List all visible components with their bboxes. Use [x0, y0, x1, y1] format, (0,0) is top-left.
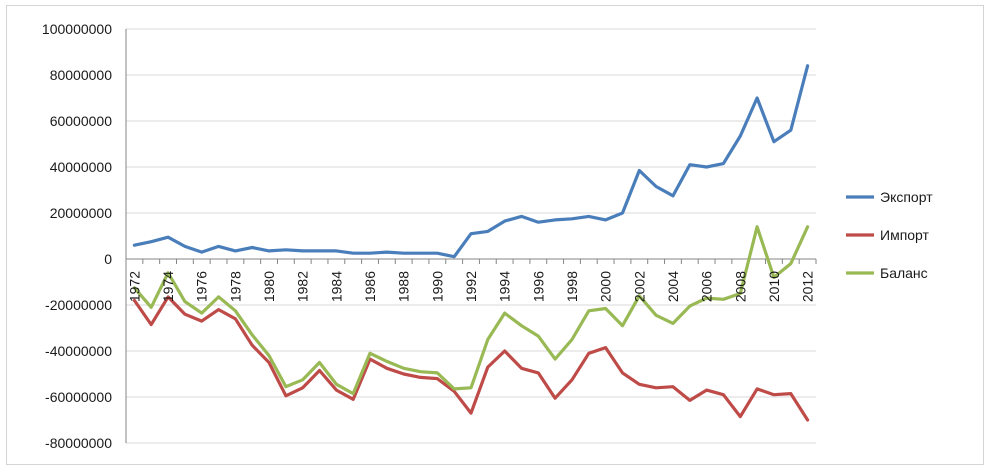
chart-frame	[6, 5, 984, 465]
x-tick-label: 2000	[598, 271, 614, 302]
x-tick-label: 2010	[766, 271, 782, 302]
x-tick-label: 2004	[665, 271, 681, 302]
y-tick-label: -80000000	[45, 435, 112, 451]
x-tick-label: 1992	[463, 271, 479, 302]
series-line-2	[132, 295, 810, 422]
y-tick-label: -60000000	[45, 389, 112, 405]
x-tick-label: 1986	[362, 271, 378, 302]
x-tick-label: 1976	[194, 271, 210, 302]
series-line-1	[132, 64, 810, 259]
axes	[125, 29, 817, 443]
x-tick-label: 1978	[227, 271, 243, 302]
y-tick-label: -20000000	[45, 297, 112, 313]
x-tick-label: 1982	[295, 271, 311, 302]
y-tick-label: 20000000	[50, 205, 113, 221]
series-lines	[132, 64, 810, 422]
x-tick-label: 1988	[396, 271, 412, 302]
x-tick-label: 1990	[429, 271, 445, 302]
legend-label: Экспорт	[880, 189, 933, 205]
x-tick-label: 2012	[800, 271, 816, 302]
x-tick-label: 1994	[497, 271, 513, 302]
x-tick-label: 1984	[328, 271, 344, 302]
x-tick-label: 1972	[126, 271, 142, 302]
x-tick-label: 1996	[530, 271, 546, 302]
y-tick-label: 60000000	[50, 113, 113, 129]
legend-label: Импорт	[880, 227, 930, 243]
legend-label: Баланс	[880, 265, 928, 281]
y-tick-label: 100000000	[42, 21, 112, 37]
y-tick-label: 40000000	[50, 159, 113, 175]
x-tick-label: 1998	[564, 271, 580, 302]
x-tick-label: 1974	[160, 271, 176, 302]
x-tick-label: 2008	[732, 271, 748, 302]
y-axis-tick-labels: 100000000 80000000 60000000 40000000 2000000…	[42, 21, 112, 451]
series-line-3	[132, 225, 810, 396]
x-axis-tick-labels: 1972 1974 1976 1978 1980 1982 1984 1986 1988 1990…	[126, 271, 815, 302]
x-tick-label: 2002	[631, 271, 647, 302]
x-tick-label: 2006	[699, 271, 715, 302]
legend: Экспорт Импорт Баланс	[846, 189, 933, 281]
y-tick-label: 0	[104, 251, 112, 267]
y-tick-label: 80000000	[50, 67, 113, 83]
x-tick-label: 1980	[261, 271, 277, 302]
y-tick-label: -40000000	[45, 343, 112, 359]
